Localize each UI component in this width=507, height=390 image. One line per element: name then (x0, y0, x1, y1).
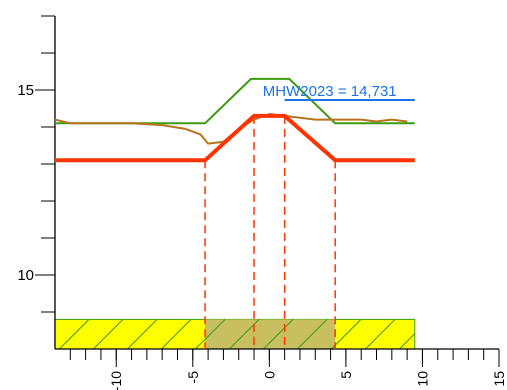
red-profile-line (55, 113, 415, 163)
hatched-band-highlight (205, 319, 336, 349)
green-profile-line (55, 77, 415, 125)
annotation-layer: MHW2023 = 14,731 (263, 83, 415, 101)
band-hatch-line (127, 319, 158, 349)
y-tick-label: 10 (17, 267, 34, 284)
band-hatch-line (195, 319, 226, 349)
band-hatch-line (59, 319, 90, 349)
band-hatch-line (263, 319, 294, 349)
x-tick-label: -10 (108, 371, 124, 390)
y-tick-label: 15 (17, 82, 34, 99)
band-hatch-line (93, 319, 124, 349)
mhw-annotation-label: MHW2023 = 14,731 (263, 83, 397, 100)
x-tick-label: 0 (261, 371, 277, 379)
band-hatch-line (399, 332, 415, 349)
x-tick-label: -5 (185, 371, 201, 384)
axes-layer: 10 15 -10 -5 0 5 10 15 (17, 15, 507, 390)
band-hatch-line (365, 319, 396, 349)
series-layer (54, 77, 415, 163)
x-tick-label: 15 (491, 371, 507, 387)
brown-measured-line (54, 113, 408, 145)
band-hatch-line (297, 319, 328, 349)
band-hatch-line (331, 319, 362, 349)
x-tick-label: 10 (414, 371, 430, 387)
dashed-vertical-lines-layer (204, 115, 336, 349)
band-hatch-line (433, 319, 463, 349)
x-tick-label: 5 (338, 371, 354, 379)
band-hatch-line (161, 319, 192, 349)
band-hatch-line (55, 319, 56, 321)
hatched-band-layer (54, 318, 463, 350)
